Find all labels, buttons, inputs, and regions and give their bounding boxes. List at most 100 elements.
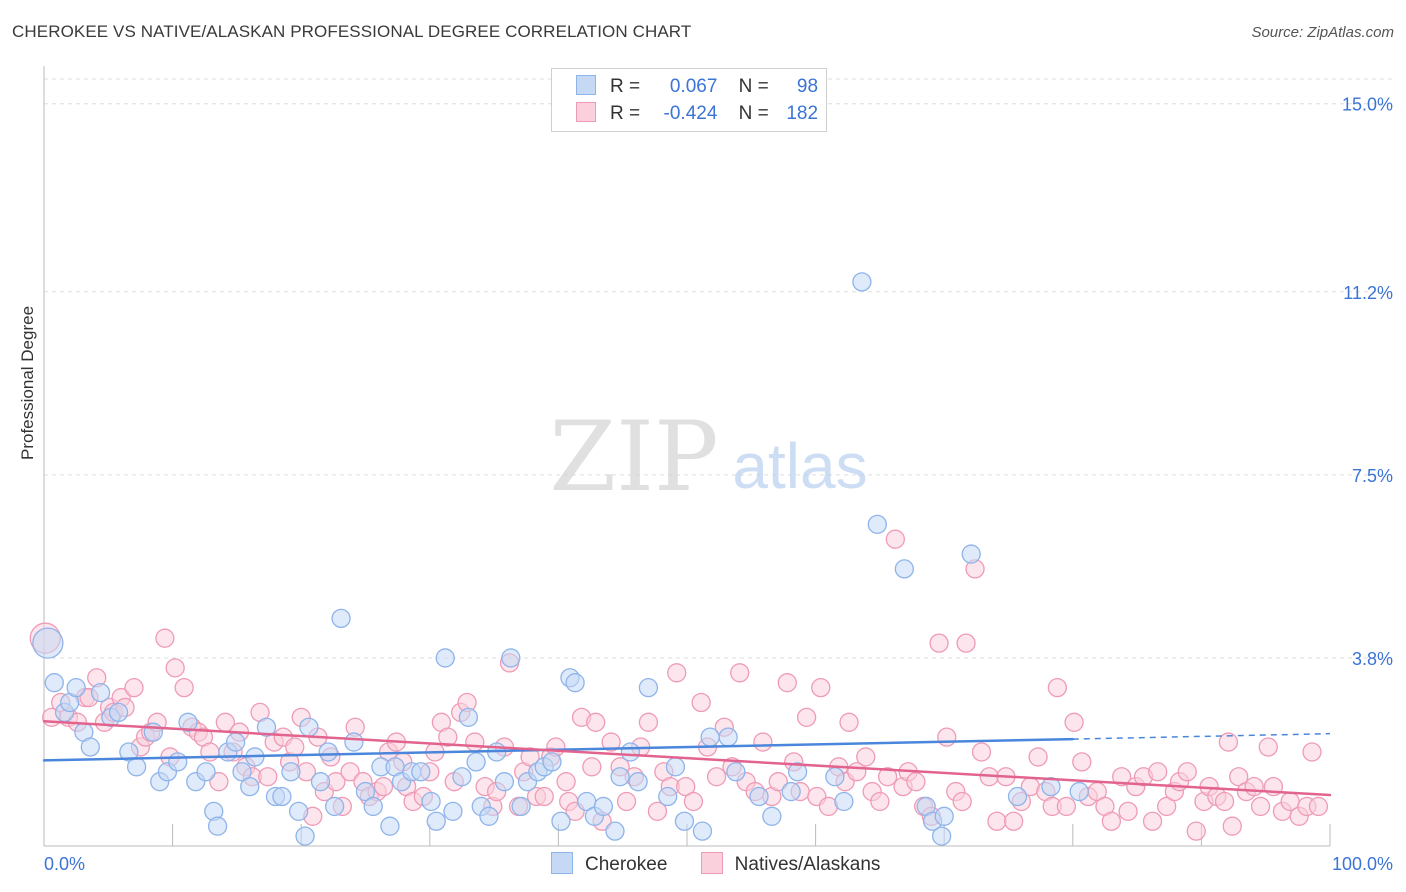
cherokee-point-47 — [426, 811, 446, 831]
natives-point-102 — [730, 663, 750, 683]
natives-point-122 — [877, 767, 898, 787]
natives-point-147 — [1064, 712, 1084, 732]
cherokee-point-50 — [452, 767, 472, 787]
y-tick-label-3: 15.0% — [1342, 95, 1393, 115]
legend-n-value-natives: 182 — [786, 103, 819, 124]
cherokee-point-6 — [80, 737, 100, 757]
cherokee-point-71 — [620, 742, 641, 762]
natives-point-171 — [1244, 776, 1264, 797]
cherokee-point-93 — [961, 544, 981, 564]
cherokee-point-80 — [726, 762, 746, 782]
natives-point-94 — [667, 663, 687, 683]
cherokee-point-74 — [658, 786, 678, 807]
cherokee-point-54 — [479, 806, 499, 826]
cherokee-point-85 — [825, 767, 845, 787]
natives-point-37 — [285, 737, 305, 757]
natives-point-154 — [1118, 801, 1138, 822]
cherokee-point-46 — [421, 791, 441, 812]
cherokee-point-29 — [281, 762, 301, 782]
cherokee-point-37 — [344, 732, 364, 752]
grid-lines — [44, 78, 1395, 659]
legend-n-label: N = — [738, 76, 769, 97]
cherokee-point-34 — [318, 742, 338, 762]
cherokee-point-86 — [834, 791, 854, 812]
series-legend-label-cherokee: Cherokee — [585, 854, 668, 875]
natives-point-95 — [676, 776, 696, 797]
series-legend-natives[interactable]: Natives/Alaskans — [700, 852, 880, 876]
legend-n-value-cherokee: 98 — [796, 76, 819, 97]
cherokee-point-18 — [196, 762, 216, 782]
natives-point-21 — [174, 678, 194, 698]
natives-point-135 — [971, 742, 992, 762]
cherokee-point-35 — [324, 796, 345, 817]
natives-point-111 — [796, 707, 817, 727]
cherokee-point-7 — [90, 682, 111, 703]
natives-point-142 — [1028, 747, 1048, 767]
cherokee-point-22 — [225, 732, 246, 752]
cherokee-point-12 — [143, 722, 163, 742]
cherokee-point-23 — [232, 762, 252, 782]
cherokee-point-49 — [443, 801, 463, 822]
cherokee-point-10 — [119, 742, 139, 762]
series-legend: Cherokee Natives/Alaskans — [551, 852, 908, 876]
cherokee-point-52 — [466, 752, 486, 772]
cherokee-point-36 — [331, 608, 351, 629]
legend-r-value-natives: -0.424 — [663, 103, 718, 124]
cherokee-point-75 — [665, 757, 686, 777]
cherokee-point-69 — [605, 821, 625, 841]
legend-row-cherokee: R = 0.067 N = 98 — [576, 75, 818, 99]
series-legend-cherokee[interactable]: Cherokee — [551, 852, 667, 876]
natives-point-153 — [1112, 767, 1132, 787]
natives-point-137 — [987, 811, 1007, 831]
natives-point-13 — [124, 678, 144, 698]
cherokee-point-94 — [1007, 786, 1028, 807]
source-label: Source: ZipAtlas.com — [1251, 24, 1394, 41]
cherokee-point-57 — [501, 648, 521, 668]
natives-point-90 — [638, 712, 659, 732]
chart-title: CHEROKEE VS NATIVE/ALASKAN PROFESSIONAL … — [12, 22, 692, 41]
cherokee-point-83 — [781, 781, 801, 802]
natives-point-83 — [586, 712, 606, 732]
y-axis-label: Professional Degree — [18, 305, 37, 460]
cherokee-point-82 — [762, 806, 782, 826]
legend-r-label: R = — [610, 76, 641, 97]
y-tick-label-0: 3.8% — [1352, 649, 1393, 669]
cherokee-point-4 — [66, 678, 86, 698]
legend-swatch-natives — [576, 102, 596, 122]
cherokee-point-79 — [718, 727, 738, 747]
cherokee-point-20 — [207, 816, 228, 836]
cherokee-point-33 — [310, 772, 331, 792]
natives-point-126 — [906, 772, 926, 792]
natives-point-33 — [258, 767, 278, 787]
natives-point-169 — [1229, 767, 1249, 787]
natives-point-113 — [811, 678, 831, 698]
watermark-atlas: atlas — [732, 430, 867, 502]
y-tick-labels: 3.8% 7.5% 11.2% 15.0% — [1342, 95, 1393, 669]
cherokee-point-65 — [565, 673, 585, 693]
series-legend-swatch-natives — [700, 852, 723, 874]
series-cherokee — [32, 272, 1089, 846]
trend-lines — [42, 720, 1332, 797]
natives-point-78 — [556, 772, 576, 792]
natives-point-152 — [1101, 811, 1122, 831]
natives-point-87 — [616, 791, 637, 812]
natives-point-26 — [209, 772, 229, 792]
cherokee-point-89 — [894, 559, 914, 579]
cherokee-point-77 — [692, 821, 713, 841]
natives-point-97 — [691, 692, 711, 713]
natives-point-133 — [956, 633, 976, 653]
cherokee-point-11 — [126, 757, 147, 777]
series-natives-alaskans — [29, 529, 1329, 841]
y-tick-label-2: 11.2% — [1343, 283, 1393, 303]
natives-point-61 — [438, 727, 458, 747]
natives-point-18 — [155, 628, 175, 648]
cherokee-point-97 — [931, 826, 952, 846]
cherokee-point-73 — [638, 678, 659, 698]
natives-point-181 — [1218, 732, 1239, 752]
natives-point-99 — [706, 767, 727, 787]
cherokee-point-30 — [288, 801, 309, 822]
legend-r-value-cherokee: 0.067 — [669, 76, 718, 97]
cherokee-point-1 — [44, 673, 64, 693]
cherokee-point-48 — [435, 648, 455, 668]
